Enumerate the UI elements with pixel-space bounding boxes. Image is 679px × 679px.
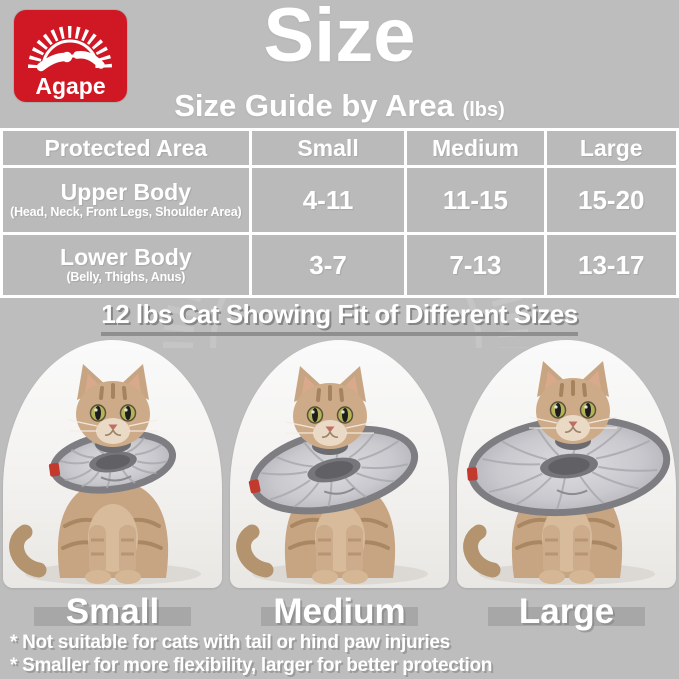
- row-lower-body-label: Lower Body (Belly, Thighs, Anus): [3, 235, 249, 295]
- size-table: Protected Area Small Medium Large Upper …: [0, 128, 679, 298]
- size-label-small: Small: [3, 592, 222, 634]
- label-band: [260, 607, 419, 626]
- column-header-small: Small: [251, 131, 405, 165]
- area-name: Upper Body: [60, 179, 191, 205]
- area-detail: (Head, Neck, Front Legs, Shoulder Area): [10, 205, 242, 219]
- label-band: [487, 607, 646, 626]
- creation-hands-arch-icon: Agape: [28, 26, 112, 99]
- upper-body-medium-value: 11-15: [407, 168, 544, 232]
- area-detail: (Belly, Thighs, Anus): [66, 270, 186, 284]
- column-header-medium: Medium: [407, 131, 544, 165]
- size-label-medium: Medium: [230, 592, 449, 634]
- column-header-large: Large: [546, 131, 676, 165]
- upper-body-small-value: 4-11: [251, 168, 405, 232]
- size-label-large: Large: [457, 592, 676, 634]
- footnotes: * Not suitable for cats with tail or hin…: [10, 631, 492, 677]
- brand-name: Agape: [35, 73, 105, 99]
- subtitle-unit: (lbs): [462, 99, 505, 121]
- lower-body-medium-value: 7-13: [407, 235, 544, 295]
- subtitle-text: Size Guide by Area: [174, 88, 454, 123]
- cat-photo-small-cone: [3, 340, 222, 588]
- area-name: Lower Body: [60, 244, 192, 270]
- column-header-protected-area: Protected Area: [3, 131, 249, 165]
- page-title: Size: [263, 0, 416, 78]
- cat-photo-large-cone: [457, 340, 676, 588]
- lower-body-large-value: 13-17: [546, 235, 676, 295]
- section-subtitle: Size Guide by Area (lbs): [0, 88, 679, 124]
- brand-logo: Agape: [14, 10, 127, 102]
- footnote-injuries: * Not suitable for cats with tail or hin…: [10, 632, 450, 653]
- row-upper-body-label: Upper Body (Head, Neck, Front Legs, Shou…: [3, 168, 249, 232]
- lower-body-small-value: 3-7: [251, 235, 405, 295]
- upper-body-large-value: 15-20: [546, 168, 676, 232]
- label-band: [33, 607, 192, 626]
- footnote-flexibility: * Smaller for more flexibility, larger f…: [10, 655, 493, 676]
- cat-photo-medium-cone: [230, 340, 449, 588]
- fit-section-heading: 12 lbs Cat Showing Fit of Different Size…: [0, 299, 679, 336]
